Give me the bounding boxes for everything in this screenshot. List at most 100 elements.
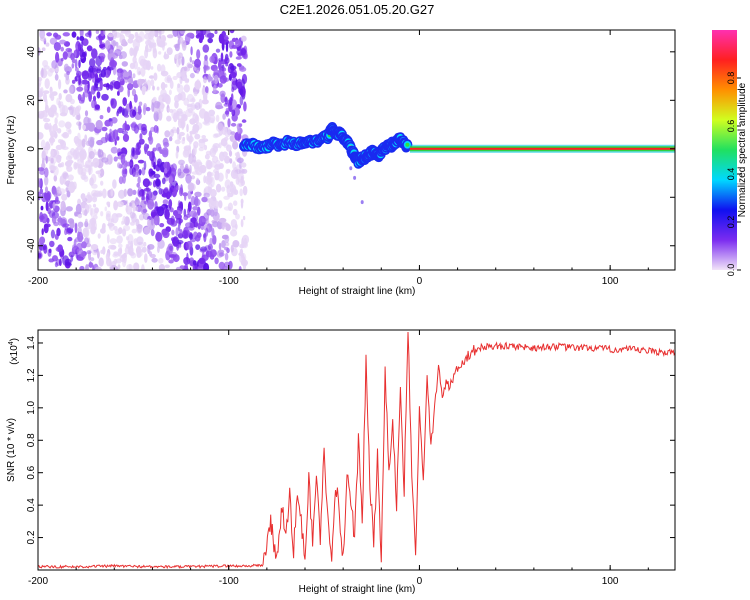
noise-speckle [217,122,224,131]
noise-speckle [75,115,81,120]
noise-speckle [74,163,80,169]
noise-speckle [121,61,128,67]
noise-speckle [106,154,113,165]
noise-speckle [189,118,196,125]
noise-speckle [108,244,116,250]
noise-speckle [110,146,118,154]
noise-speckle [92,251,98,256]
noise-speckle [113,80,121,90]
noise-speckle [113,200,118,211]
noise-speckle [187,190,192,200]
noise-speckle [113,225,118,231]
noise-speckle [81,167,87,177]
noise-speckle [50,148,54,158]
noise-speckle [38,97,43,103]
noise-speckle [153,30,159,38]
noise-speckle [231,80,238,91]
noise-speckle [92,193,98,197]
noise-speckle [51,185,57,195]
noise-speckle [186,105,190,110]
noise-speckle [65,206,73,212]
noise-speckle [224,110,230,115]
noise-speckle [61,133,67,137]
noise-speckle [174,139,181,145]
noise-speckle [162,199,169,205]
noise-speckle [243,237,247,248]
noise-speckle [151,102,155,112]
noise-speckle [58,79,62,90]
noise-speckle [192,260,197,266]
noise-speckle [105,40,111,50]
noise-speckle [94,79,100,83]
noise-speckle [178,131,185,137]
noise-speckle [68,182,76,194]
noise-speckle [91,196,98,203]
noise-speckle [225,61,229,67]
noise-speckle [45,141,50,148]
noise-speckle [236,49,244,56]
noise-speckle [240,35,247,42]
snr-y-axis-label: SNR (10 * v/v) [6,418,17,482]
noise-speckle [45,186,48,194]
noise-speckle [52,123,58,133]
noise-speckle [145,44,149,53]
noise-speckle [218,242,222,251]
noise-speckle [229,30,235,34]
noise-speckle [215,215,220,222]
noise-speckle [135,148,142,156]
noise-speckle [239,161,243,170]
noise-speckle [203,92,208,102]
noise-speckle [49,86,53,92]
noise-speckle [158,51,162,55]
noise-speckle [100,180,104,186]
noise-speckle [148,251,153,257]
noise-speckle [71,58,76,64]
noise-speckle [64,160,72,167]
noise-speckle [189,72,195,79]
noise-speckle [166,74,172,84]
noise-speckle [158,257,164,264]
noise-speckle [233,107,240,117]
noise-speckle [191,171,199,175]
noise-speckle [112,129,119,140]
noise-speckle [97,233,101,239]
noise-speckle [111,213,119,224]
noise-speckle [74,50,77,58]
noise-speckle [101,126,108,132]
noise-speckle [119,247,123,255]
noise-speckle [156,206,165,217]
noise-speckle [240,200,244,209]
noise-speckle [224,57,230,64]
noise-speckle [67,174,74,181]
colorbar-tick-label: 0.2 [726,216,736,229]
noise-speckle [106,106,111,113]
noise-speckle [223,77,230,83]
noise-speckle [185,240,193,250]
noise-speckle [63,63,69,72]
noise-speckle [54,34,62,40]
noise-speckle [117,264,121,270]
noise-speckle [164,130,171,138]
noise-speckle [205,227,209,237]
noise-speckle [49,240,55,248]
noise-speckle [186,32,195,38]
noise-speckle [84,227,90,238]
noise-speckle [147,218,151,229]
noise-speckle [188,225,195,231]
noise-speckle [98,257,104,267]
noise-speckle [49,67,55,73]
noise-speckle [67,236,73,242]
noise-speckle [137,105,142,115]
noise-speckle [100,211,104,217]
noise-speckle [159,149,164,155]
noise-speckle [77,139,83,147]
noise-speckle [191,60,195,65]
noise-speckle [150,229,155,237]
noise-speckle [74,211,78,217]
noise-speckle [212,235,217,245]
noise-speckle [40,205,44,211]
noise-speckle [176,207,183,216]
noise-speckle [154,201,158,210]
noise-speckle [81,79,89,85]
noise-speckle [243,101,247,112]
